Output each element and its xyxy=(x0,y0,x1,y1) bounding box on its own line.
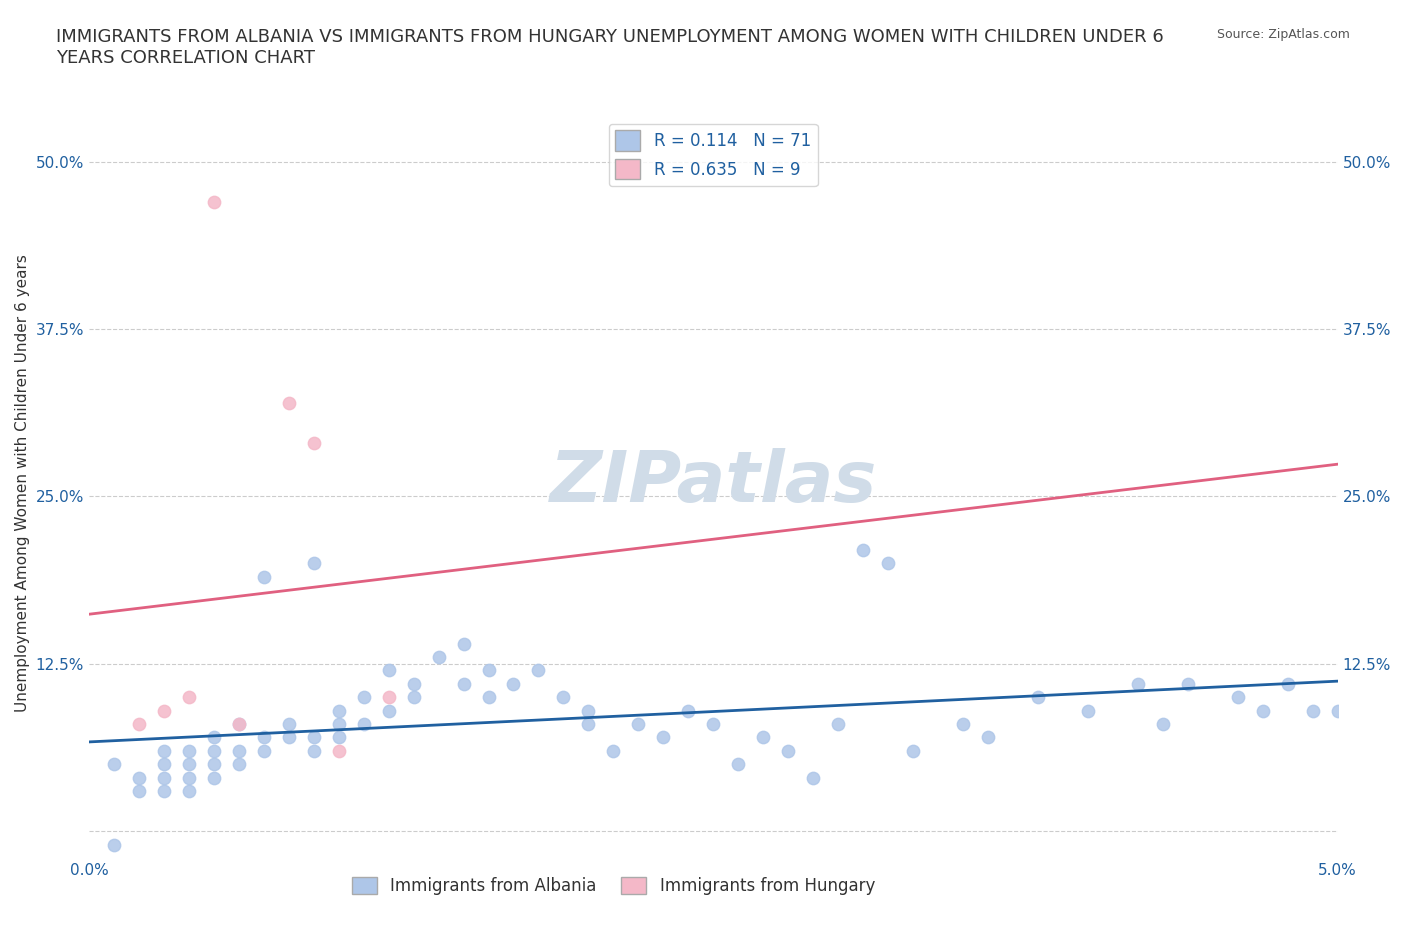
Point xyxy=(402,676,425,691)
Point xyxy=(328,730,350,745)
Point xyxy=(1226,690,1249,705)
Point xyxy=(1026,690,1049,705)
Point xyxy=(1302,703,1324,718)
Point xyxy=(153,770,176,785)
Point xyxy=(377,690,399,705)
Point xyxy=(103,757,125,772)
Point xyxy=(328,717,350,732)
Point xyxy=(253,730,276,745)
Point xyxy=(228,757,250,772)
Text: IMMIGRANTS FROM ALBANIA VS IMMIGRANTS FROM HUNGARY UNEMPLOYMENT AMONG WOMEN WITH: IMMIGRANTS FROM ALBANIA VS IMMIGRANTS FR… xyxy=(56,28,1164,67)
Point xyxy=(277,395,299,410)
Point xyxy=(1251,703,1274,718)
Point xyxy=(302,743,325,758)
Point xyxy=(328,743,350,758)
Point xyxy=(177,690,200,705)
Point xyxy=(302,556,325,571)
Point xyxy=(253,743,276,758)
Point xyxy=(427,650,450,665)
Text: ZIPatlas: ZIPatlas xyxy=(550,448,877,517)
Point xyxy=(302,730,325,745)
Point xyxy=(302,435,325,450)
Point xyxy=(1177,676,1199,691)
Point xyxy=(752,730,775,745)
Point xyxy=(1326,703,1348,718)
Y-axis label: Unemployment Among Women with Children Under 6 years: Unemployment Among Women with Children U… xyxy=(15,254,30,711)
Point xyxy=(177,743,200,758)
Point xyxy=(202,194,225,209)
Point xyxy=(477,690,499,705)
Point xyxy=(1277,676,1299,691)
Point xyxy=(453,676,475,691)
Point xyxy=(202,757,225,772)
Point xyxy=(228,743,250,758)
Point xyxy=(727,757,749,772)
Point xyxy=(377,703,399,718)
Point xyxy=(1126,676,1149,691)
Point xyxy=(852,542,875,557)
Point xyxy=(1077,703,1099,718)
Point xyxy=(602,743,624,758)
Text: Source: ZipAtlas.com: Source: ZipAtlas.com xyxy=(1216,28,1350,41)
Point xyxy=(576,703,599,718)
Point xyxy=(202,730,225,745)
Point xyxy=(778,743,800,758)
Point xyxy=(977,730,1000,745)
Point xyxy=(277,730,299,745)
Point xyxy=(576,717,599,732)
Point xyxy=(901,743,924,758)
Point xyxy=(801,770,824,785)
Legend: R = 0.114   N = 71, R = 0.635   N = 9: R = 0.114 N = 71, R = 0.635 N = 9 xyxy=(609,124,818,186)
Point xyxy=(952,717,974,732)
Point xyxy=(128,717,150,732)
Point xyxy=(527,663,550,678)
Point xyxy=(253,569,276,584)
Point xyxy=(153,757,176,772)
Point xyxy=(353,717,375,732)
Point xyxy=(702,717,724,732)
Point xyxy=(277,717,299,732)
Point xyxy=(103,837,125,852)
Point xyxy=(128,784,150,799)
Point xyxy=(477,663,499,678)
Point xyxy=(652,730,675,745)
Point xyxy=(128,770,150,785)
Point xyxy=(228,717,250,732)
Point xyxy=(153,784,176,799)
Point xyxy=(353,690,375,705)
Point xyxy=(627,717,650,732)
Point xyxy=(153,703,176,718)
Point xyxy=(177,770,200,785)
Point xyxy=(177,784,200,799)
Point xyxy=(877,556,900,571)
Point xyxy=(402,690,425,705)
Point xyxy=(328,703,350,718)
Point xyxy=(678,703,700,718)
Point xyxy=(827,717,849,732)
Point xyxy=(453,636,475,651)
Point xyxy=(228,717,250,732)
Point xyxy=(153,743,176,758)
Point xyxy=(1152,717,1174,732)
Point xyxy=(177,757,200,772)
Point xyxy=(202,743,225,758)
Point xyxy=(502,676,524,691)
Point xyxy=(202,770,225,785)
Point xyxy=(553,690,575,705)
Point xyxy=(377,663,399,678)
